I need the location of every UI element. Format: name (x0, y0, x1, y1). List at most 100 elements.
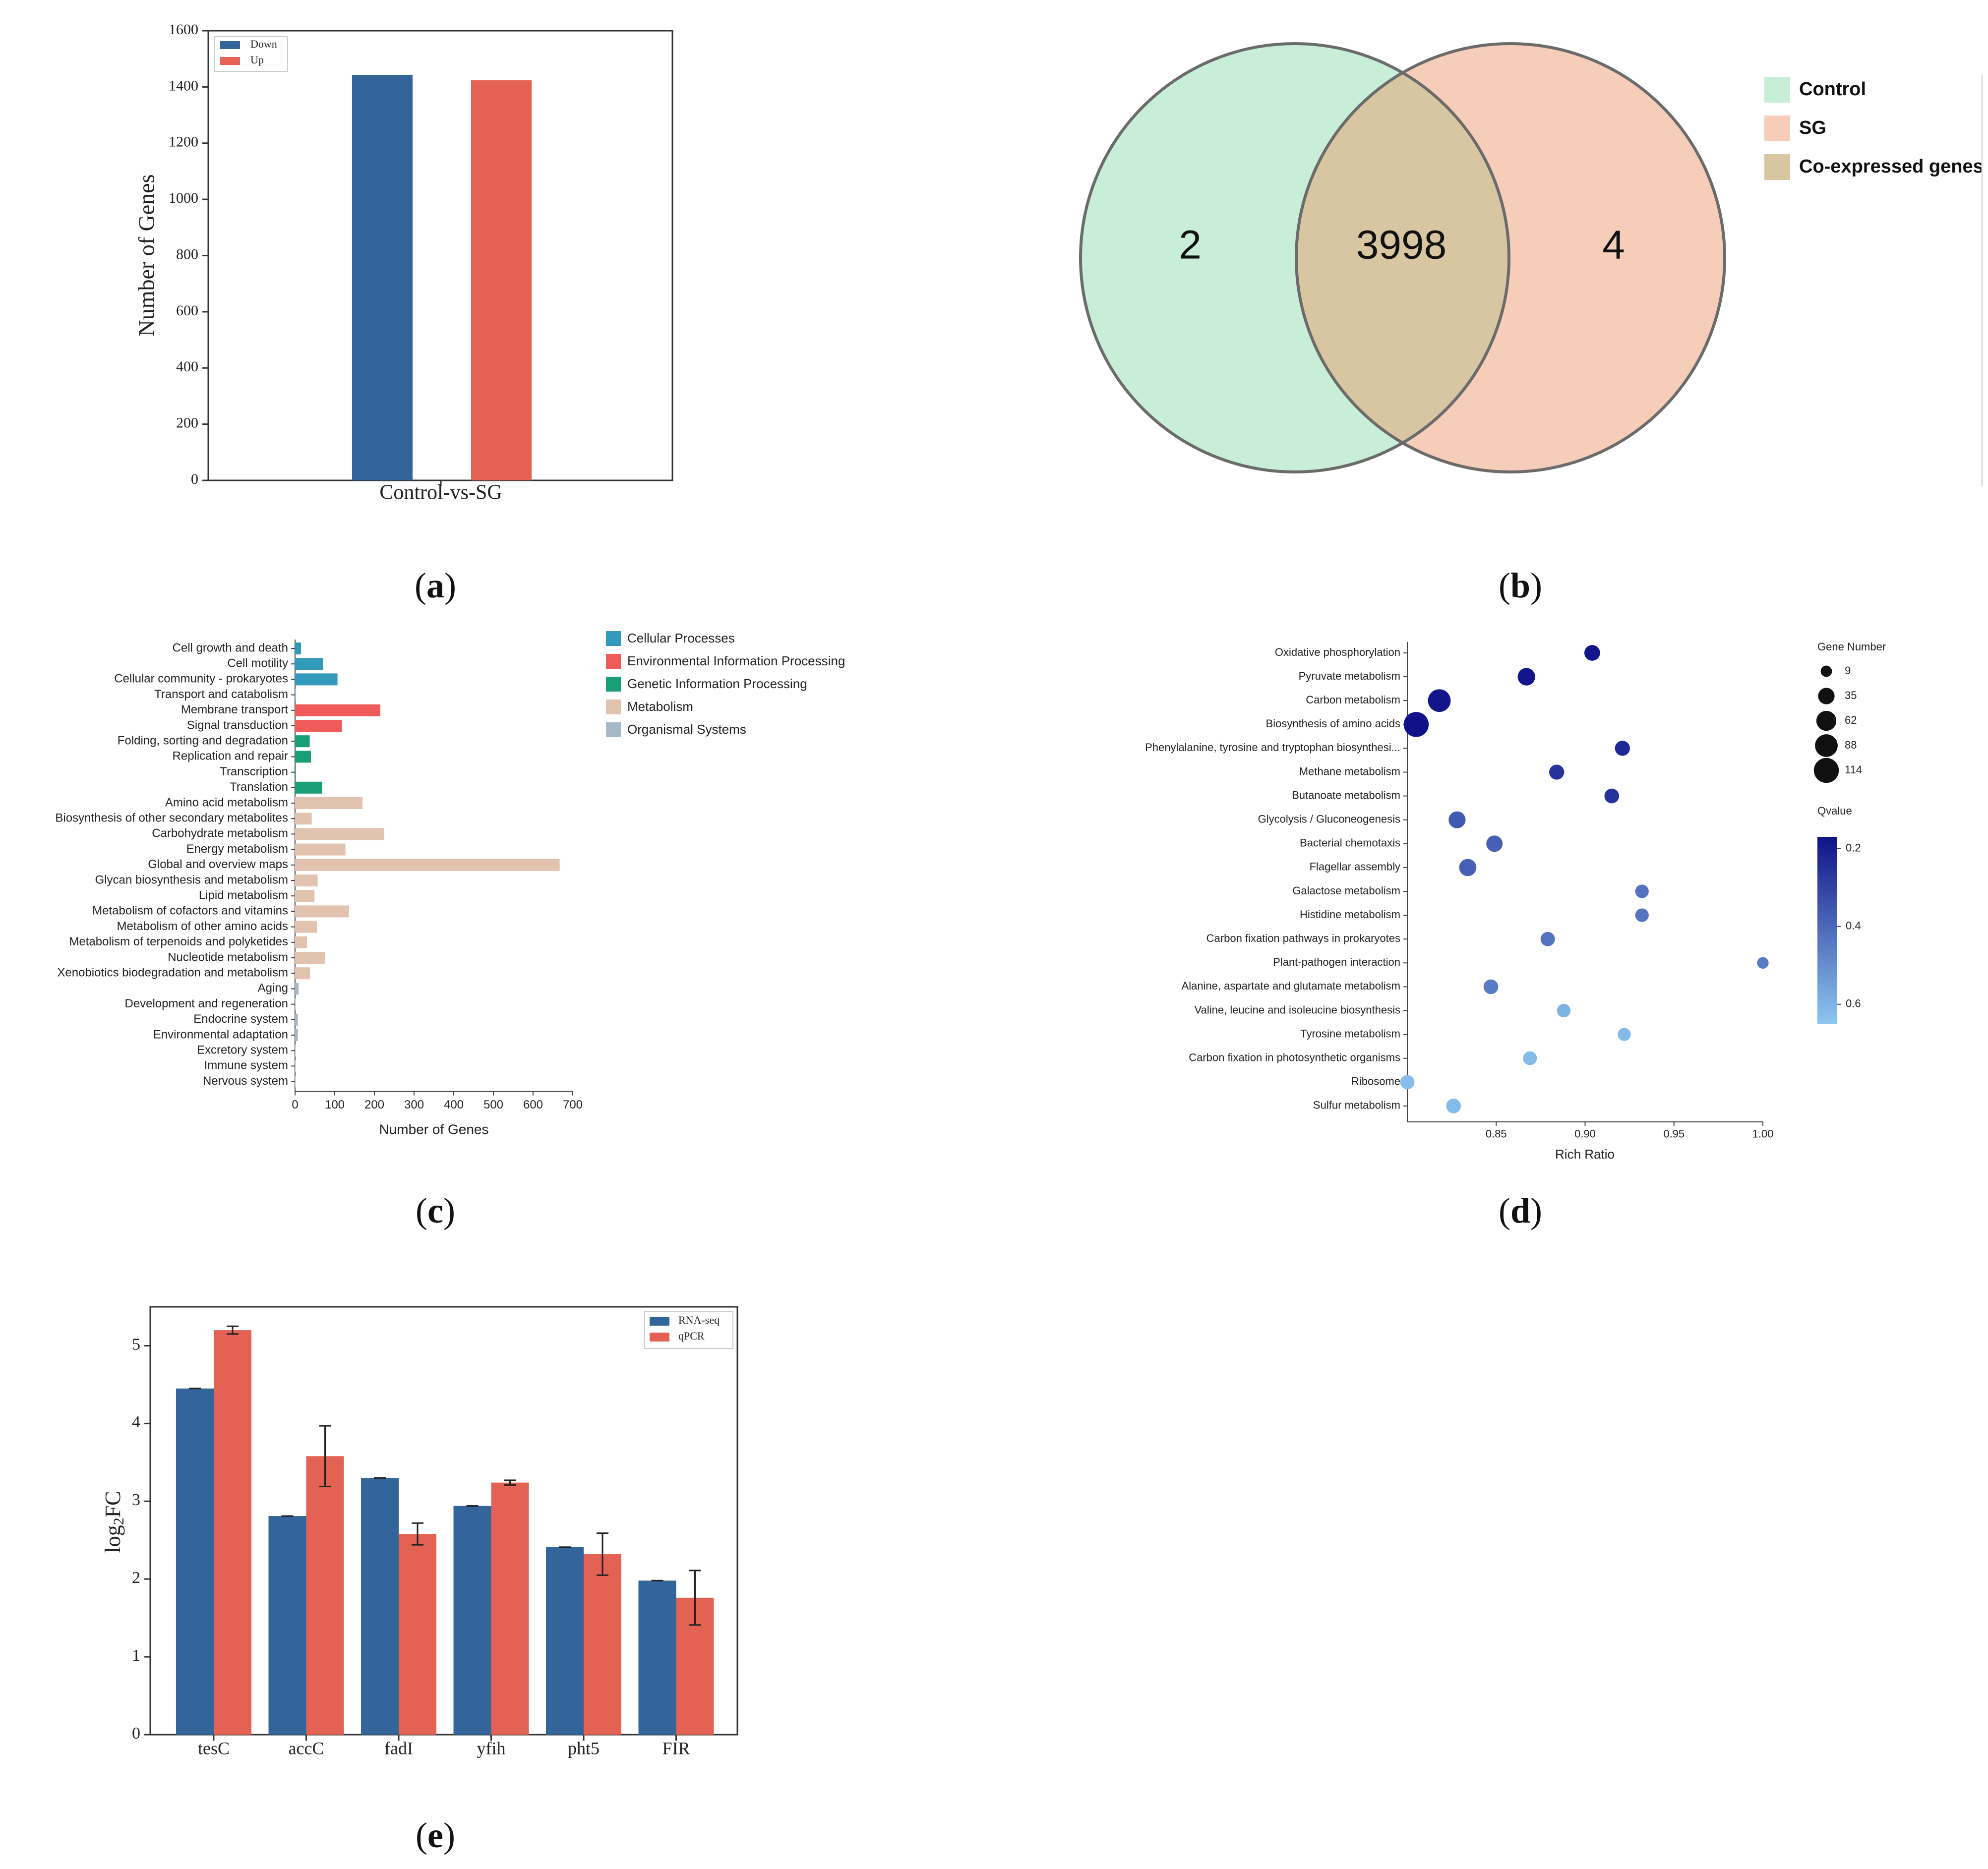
panel-label-letter: e (427, 1815, 443, 1855)
panel-e-category-label: pht5 (568, 1738, 600, 1758)
panel-e-ylabel: log2FC (101, 1491, 127, 1553)
panel-d-colorbar (1817, 837, 1837, 1024)
panel-e-bar-rna-seq (546, 1547, 584, 1735)
panel-d-point (1635, 908, 1649, 922)
panel-c-category-label: Replication and repair (173, 750, 288, 763)
panel-d-category-label: Methane metabolism (1299, 765, 1400, 777)
panel-d-point (1428, 689, 1451, 712)
panel-c-bar (295, 704, 380, 716)
panel-c-category-label: Lipid metabolism (199, 889, 288, 902)
panel-d-size-legend-label: 35 (1845, 689, 1857, 701)
panel-d-category-label: Galactose metabolism (1292, 884, 1400, 897)
venn-legend-label: Co-expressed genes (1799, 156, 1984, 177)
panel-d-xtick-label: 1.00 (1752, 1128, 1774, 1140)
panel-label-open: ( (1499, 566, 1510, 605)
panel-c-legend-label: Organismal Systems (627, 722, 746, 737)
panel-c-category-label: Nervous system (203, 1074, 288, 1088)
panel-e-category-label: fadI (384, 1738, 413, 1758)
panel-a-category-label: Control-vs-SG (379, 481, 502, 504)
panel-c-xlabel: Number of Genes (379, 1121, 489, 1137)
panel-d-point (1403, 712, 1429, 737)
panel-label-open: ( (416, 1191, 427, 1230)
panel-c-category-label: Cell motility (227, 657, 288, 670)
panel-c-category-label: Excretory system (197, 1044, 288, 1057)
panel-e-bar-qpcr (491, 1482, 529, 1735)
panel-c-category-label: Endocrine system (193, 1012, 288, 1026)
panel-a-legend-swatch (220, 41, 240, 49)
panel-a-ytick-label: 200 (176, 415, 198, 431)
panel-d-category-label: Butanoate metabolism (1292, 789, 1400, 801)
panel-c-xtick-label: 300 (404, 1098, 424, 1111)
panel-a-frame (207, 30, 673, 481)
panel-d-point (1604, 788, 1620, 804)
panel-d-xlabel: Rich Ratio (1555, 1147, 1615, 1162)
panel-d-category-label: Alanine, aspartate and glutamate metabol… (1182, 980, 1400, 992)
panel-d-point (1448, 811, 1466, 828)
panel-e-ytick-label: 3 (132, 1491, 140, 1509)
panel-d-point (1400, 1075, 1415, 1090)
panel-e-category-label: accC (289, 1738, 324, 1758)
panel-label-open: ( (415, 566, 426, 605)
panel-d-point (1757, 957, 1769, 969)
panel-a-ytick-label: 1000 (169, 190, 198, 206)
panel-e-legend-swatch (650, 1317, 669, 1326)
panel-d-point (1446, 1099, 1461, 1113)
panel-e-bar-qpcr (584, 1554, 621, 1735)
panel-c-category-label: Environmental adaptation (153, 1028, 288, 1041)
panel-e-bar-qpcr (399, 1534, 436, 1735)
panel-c-category-label: Translation (230, 780, 288, 794)
panel-c-bar (295, 998, 296, 1010)
venn-only-control-count: 2 (1179, 223, 1202, 268)
panel-d-size-legend-title: Gene Number (1817, 641, 1886, 653)
panel-c-bar (295, 813, 312, 825)
panel-a-legend-label: Down (250, 38, 277, 50)
panel-d-category-label: Carbon metabolism (1306, 694, 1400, 706)
panel-c-legend-swatch (606, 677, 621, 692)
panel-d-point (1517, 668, 1535, 686)
panel-d-category-label: Phenylalanine, tyrosine and tryptophan b… (1145, 741, 1400, 754)
panel-label-letter: a (426, 566, 444, 605)
panel-c-bar (295, 766, 296, 778)
panel-e-legend-label: qPCR (678, 1330, 705, 1342)
panel-c-category-label: Metabolism of other amino acids (117, 920, 289, 933)
panel-a-ytick-label: 1200 (169, 134, 198, 150)
panel-c-xtick-label: 700 (563, 1098, 583, 1111)
panel-label-close: ) (1530, 1191, 1542, 1230)
panel-c-category-label: Aging (258, 982, 288, 995)
panel-e-category-label: tesC (198, 1738, 230, 1758)
panel-c-bar (295, 1060, 296, 1072)
panel-label-close: ) (443, 1815, 455, 1855)
panel-d-category-label: Carbon fixation in photosynthetic organi… (1189, 1051, 1400, 1064)
panel-c-legend-swatch (606, 631, 621, 646)
panel-d-category-label: Carbon fixation pathways in prokaryotes (1206, 932, 1400, 944)
panel-c-bar (295, 689, 296, 701)
panel-c-category-label: Xenobiotics biodegradation and metabolis… (57, 966, 288, 980)
panel-d-size-legend-dot (1816, 710, 1837, 731)
panel-d-point (1615, 741, 1630, 756)
panel-c-bar (295, 1045, 296, 1057)
panel-label-close: ) (444, 566, 456, 605)
panel-c-category-label: Amino acid metabolism (165, 796, 288, 809)
panel-a-bar-up (471, 80, 532, 480)
panel-d-category-label: Flagellar assembly (1310, 861, 1400, 873)
panel-d-xtick-label: 0.90 (1574, 1128, 1596, 1140)
panel-d-category-label: Histidine metabolism (1300, 908, 1400, 921)
panel-c-category-label: Cell growth and death (173, 641, 288, 654)
panel-c-bar (295, 890, 315, 902)
venn-control-outline (1079, 42, 1510, 473)
panel-e-bar-rna-seq (638, 1580, 676, 1735)
panel-d-size-legend-dot (1813, 758, 1839, 783)
panel-c-bar (295, 952, 325, 964)
panel-label-open: ( (1499, 1191, 1510, 1230)
panel-c-bar (295, 673, 338, 686)
panel-c-bar (295, 905, 349, 918)
panel-c-category-label: Transcription (220, 765, 288, 778)
panel-c-bar (295, 720, 342, 732)
panel-c-bar (295, 1013, 298, 1026)
venn-sg-outline (1295, 42, 1726, 473)
venn-legend-swatch (1764, 77, 1790, 103)
panel-c-xtick-label: 0 (292, 1098, 298, 1111)
panel-label-c: (c) (416, 1191, 455, 1230)
panel-a-ytick-label: 400 (176, 358, 198, 375)
panel-d-size-legend-dot (1820, 665, 1832, 677)
